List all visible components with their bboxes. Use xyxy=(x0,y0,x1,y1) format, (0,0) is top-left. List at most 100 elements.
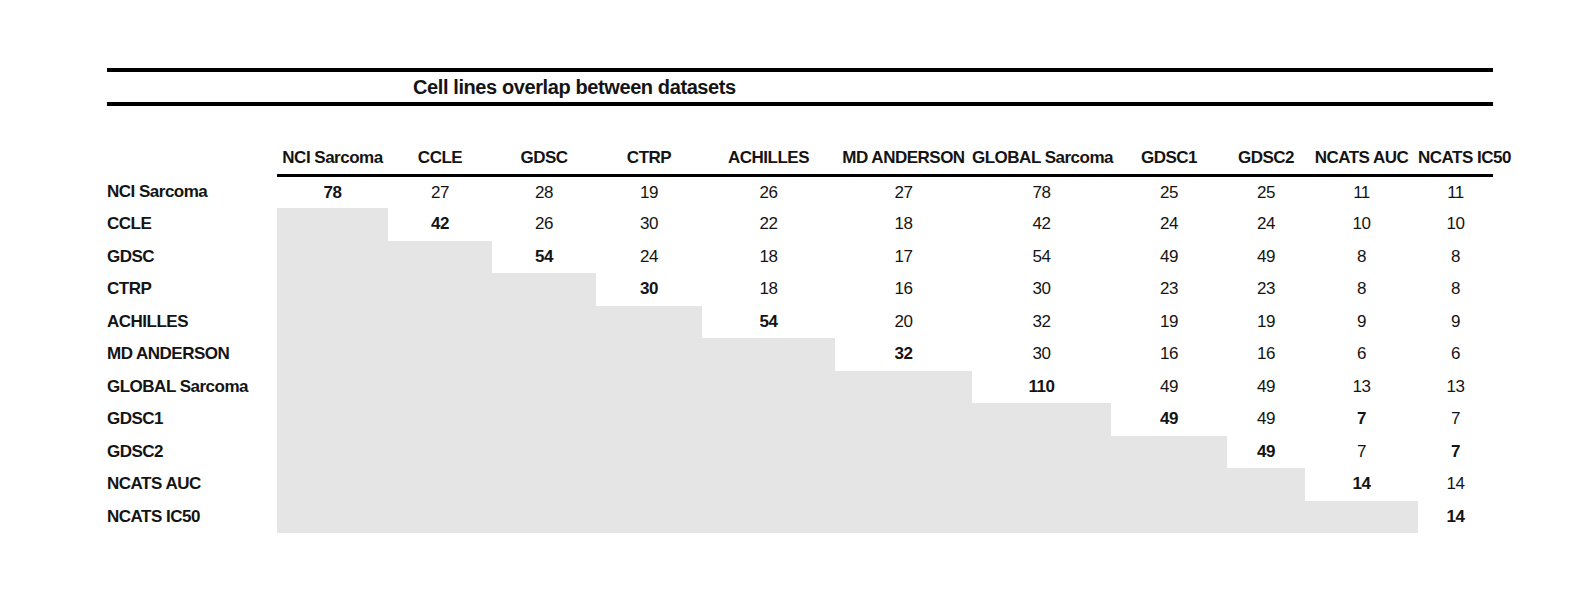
column-header: NCI Sarcoma xyxy=(277,138,388,176)
shaded-cell xyxy=(277,241,388,274)
overlap-cell: 26 xyxy=(492,208,596,241)
overlap-cell: 8 xyxy=(1305,241,1418,274)
overlap-cell: 27 xyxy=(388,176,492,209)
table-row: MD ANDERSON3230161666 xyxy=(107,338,1493,371)
table-row: CTRP30181630232388 xyxy=(107,273,1493,306)
row-label: GDSC1 xyxy=(107,403,277,436)
shaded-cell xyxy=(835,436,972,469)
shaded-cell xyxy=(596,468,702,501)
overlap-cell: 10 xyxy=(1418,208,1493,241)
shaded-cell xyxy=(702,403,835,436)
shaded-cell xyxy=(388,403,492,436)
overlap-cell: 14 xyxy=(1418,468,1493,501)
overlap-cell: 20 xyxy=(835,306,972,339)
overlap-cell: 7 xyxy=(1305,403,1418,436)
table-row: GDSC5424181754494988 xyxy=(107,241,1493,274)
overlap-cell: 6 xyxy=(1305,338,1418,371)
overlap-cell: 30 xyxy=(596,208,702,241)
table-row: GLOBAL Sarcoma11049491313 xyxy=(107,371,1493,404)
shaded-cell xyxy=(596,338,702,371)
overlap-cell: 8 xyxy=(1418,241,1493,274)
shaded-cell xyxy=(972,468,1111,501)
row-label: MD ANDERSON xyxy=(107,338,277,371)
overlap-cell: 42 xyxy=(388,208,492,241)
shaded-cell xyxy=(277,403,388,436)
shaded-cell xyxy=(492,468,596,501)
shaded-cell xyxy=(277,468,388,501)
overlap-cell: 49 xyxy=(1111,403,1227,436)
page-canvas: { "figure": { "title": "Cell lines overl… xyxy=(0,0,1577,595)
shaded-cell xyxy=(1227,468,1305,501)
shaded-cell xyxy=(492,273,596,306)
shaded-cell xyxy=(972,436,1111,469)
overlap-cell: 14 xyxy=(1418,501,1493,534)
shaded-cell xyxy=(388,501,492,534)
shaded-cell xyxy=(492,403,596,436)
table-row: ACHILLES542032191999 xyxy=(107,306,1493,339)
overlap-cell: 54 xyxy=(972,241,1111,274)
overlap-cell: 24 xyxy=(1227,208,1305,241)
row-label: NCATS IC50 xyxy=(107,501,277,534)
shaded-cell xyxy=(388,468,492,501)
shaded-cell xyxy=(388,306,492,339)
overlap-table-figure: Cell lines overlap between datasets NCI … xyxy=(107,68,1493,533)
corner-cell xyxy=(107,138,277,176)
overlap-cell: 7 xyxy=(1418,436,1493,469)
overlap-cell: 24 xyxy=(596,241,702,274)
overlap-cell: 7 xyxy=(1418,403,1493,436)
overlap-cell: 49 xyxy=(1111,241,1227,274)
column-header: NCATS IC50 xyxy=(1418,138,1493,176)
overlap-cell: 78 xyxy=(972,176,1111,209)
shaded-cell xyxy=(702,436,835,469)
overlap-cell: 110 xyxy=(972,371,1111,404)
table-row: NCI Sarcoma7827281926277825251111 xyxy=(107,176,1493,209)
shaded-cell xyxy=(1111,468,1227,501)
row-label: GLOBAL Sarcoma xyxy=(107,371,277,404)
row-label: CCLE xyxy=(107,208,277,241)
overlap-cell: 54 xyxy=(492,241,596,274)
overlap-cell: 42 xyxy=(972,208,1111,241)
overlap-cell: 9 xyxy=(1418,306,1493,339)
shaded-cell xyxy=(835,371,972,404)
shaded-cell xyxy=(492,436,596,469)
shaded-cell xyxy=(388,436,492,469)
overlap-cell: 18 xyxy=(702,241,835,274)
shaded-cell xyxy=(596,371,702,404)
shaded-cell xyxy=(388,338,492,371)
shaded-cell xyxy=(277,306,388,339)
overlap-cell: 78 xyxy=(277,176,388,209)
overlap-cell: 18 xyxy=(702,273,835,306)
overlap-cell: 49 xyxy=(1227,436,1305,469)
overlap-cell: 8 xyxy=(1305,273,1418,306)
overlap-cell: 27 xyxy=(835,176,972,209)
overlap-cell: 30 xyxy=(596,273,702,306)
row-label: NCI Sarcoma xyxy=(107,176,277,209)
figure-title: Cell lines overlap between datasets xyxy=(107,76,736,99)
shaded-cell xyxy=(596,403,702,436)
shaded-cell xyxy=(702,338,835,371)
overlap-cell: 13 xyxy=(1305,371,1418,404)
overlap-cell: 19 xyxy=(1111,306,1227,339)
table-row: NCATS IC50 14 xyxy=(107,501,1493,534)
overlap-cell: 32 xyxy=(972,306,1111,339)
shaded-cell xyxy=(702,501,835,534)
shaded-cell xyxy=(277,208,388,241)
overlap-cell: 11 xyxy=(1305,176,1418,209)
overlap-cell: 22 xyxy=(702,208,835,241)
overlap-cell: 49 xyxy=(1227,241,1305,274)
shaded-cell xyxy=(492,338,596,371)
overlap-cell: 32 xyxy=(835,338,972,371)
overlap-cell: 25 xyxy=(1111,176,1227,209)
column-header: ACHILLES xyxy=(702,138,835,176)
column-header: CCLE xyxy=(388,138,492,176)
column-header: GDSC2 xyxy=(1227,138,1305,176)
overlap-cell: 10 xyxy=(1305,208,1418,241)
column-header: MD ANDERSON xyxy=(835,138,972,176)
table-row: GDSC24977 xyxy=(107,436,1493,469)
row-label: ACHILLES xyxy=(107,306,277,339)
shaded-cell xyxy=(972,501,1111,534)
shaded-cell xyxy=(1227,501,1305,534)
table-row: GDSC1494977 xyxy=(107,403,1493,436)
table-row: NCATS AUC1414 xyxy=(107,468,1493,501)
overlap-cell: 8 xyxy=(1418,273,1493,306)
